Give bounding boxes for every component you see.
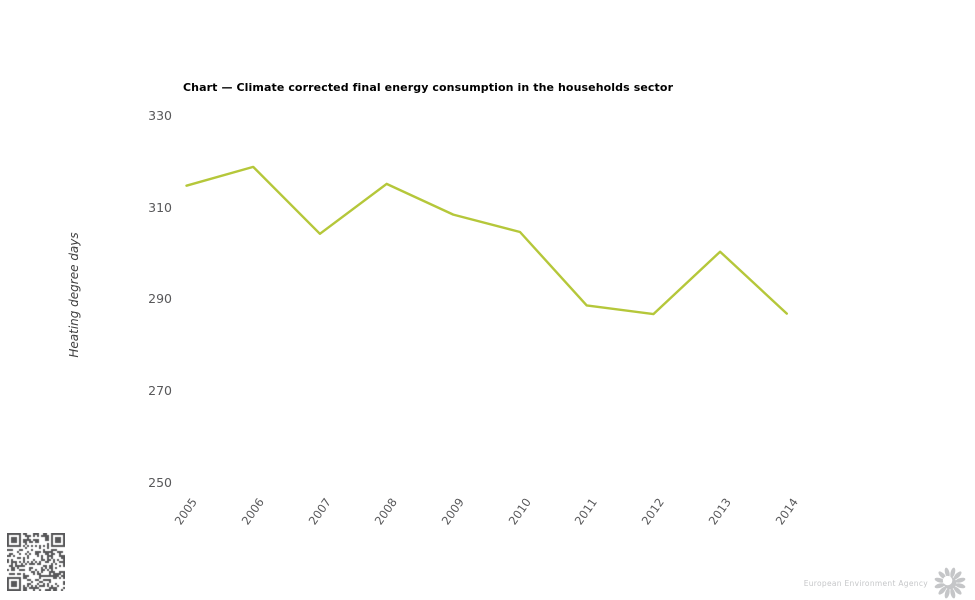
- y-tick-label: 310: [148, 199, 172, 215]
- y-tick-label: 290: [148, 291, 172, 307]
- series-line-heating-degree-days: [185, 165, 788, 316]
- agency-label: European Environment Agency: [803, 578, 928, 588]
- y-tick-label: 330: [148, 108, 172, 123]
- chart-title: Chart — Climate corrected final energy c…: [183, 81, 674, 94]
- y-tick-label: 250: [148, 474, 172, 490]
- y-tick-label: 270: [148, 383, 172, 399]
- footer: European Environment Agency: [804, 566, 967, 600]
- qr-code: [7, 533, 65, 591]
- eea-sunflower-icon: [934, 567, 966, 599]
